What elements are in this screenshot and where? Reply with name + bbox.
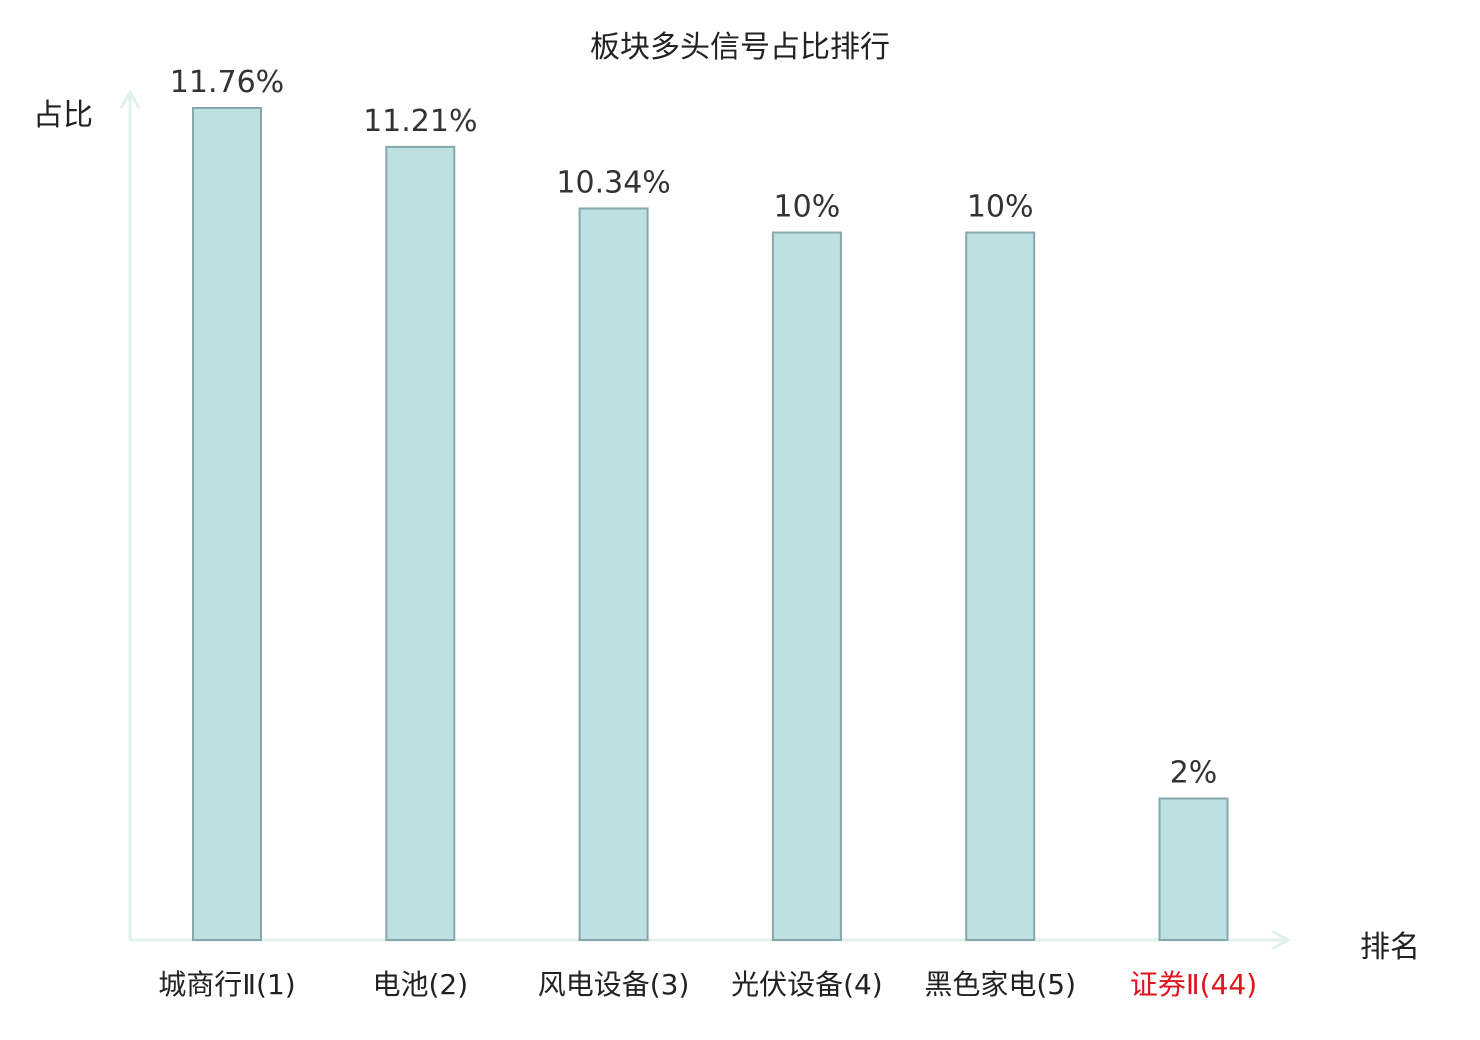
y-axis-label: 占比 <box>33 98 93 133</box>
value-label: 11.76% <box>170 65 284 100</box>
x-axis-label: 排名 <box>1360 930 1420 965</box>
x-tick-label: 光伏设备(4) <box>731 968 883 1001</box>
axes <box>119 88 1292 951</box>
x-tick-label: 城商行Ⅱ(1) <box>158 968 295 1001</box>
bars-group <box>192 107 1229 942</box>
bar <box>578 207 649 941</box>
value-label: 11.21% <box>363 104 477 139</box>
value-label: 2% <box>1170 756 1218 791</box>
value-label: 10.34% <box>556 165 670 200</box>
bar <box>192 107 262 941</box>
value-label: 10% <box>967 190 1034 225</box>
bar <box>385 145 456 941</box>
x-tick-label: 证券Ⅱ(44) <box>1130 968 1257 1001</box>
y-axis-arrow-icon <box>119 88 141 109</box>
value-labels-group: 11.76% 11.21% 10.34% 10% 10% 2% <box>170 65 1217 791</box>
x-axis-arrow-icon <box>1271 929 1292 951</box>
x-tick-label: 电池(2) <box>372 968 468 1001</box>
tick-labels-group: 城商行Ⅱ(1) 电池(2) 风电设备(3) 光伏设备(4) 黑色家电(5) 证券Ⅱ(44) <box>158 968 1257 1001</box>
bar <box>1158 797 1229 942</box>
chart-title: 板块多头信号占比排行 <box>590 30 890 65</box>
bar <box>965 231 1036 941</box>
value-label: 10% <box>774 190 841 225</box>
x-tick-label: 风电设备(3) <box>538 968 690 1001</box>
x-tick-label: 黑色家电(5) <box>924 968 1076 1001</box>
bar <box>771 231 842 941</box>
